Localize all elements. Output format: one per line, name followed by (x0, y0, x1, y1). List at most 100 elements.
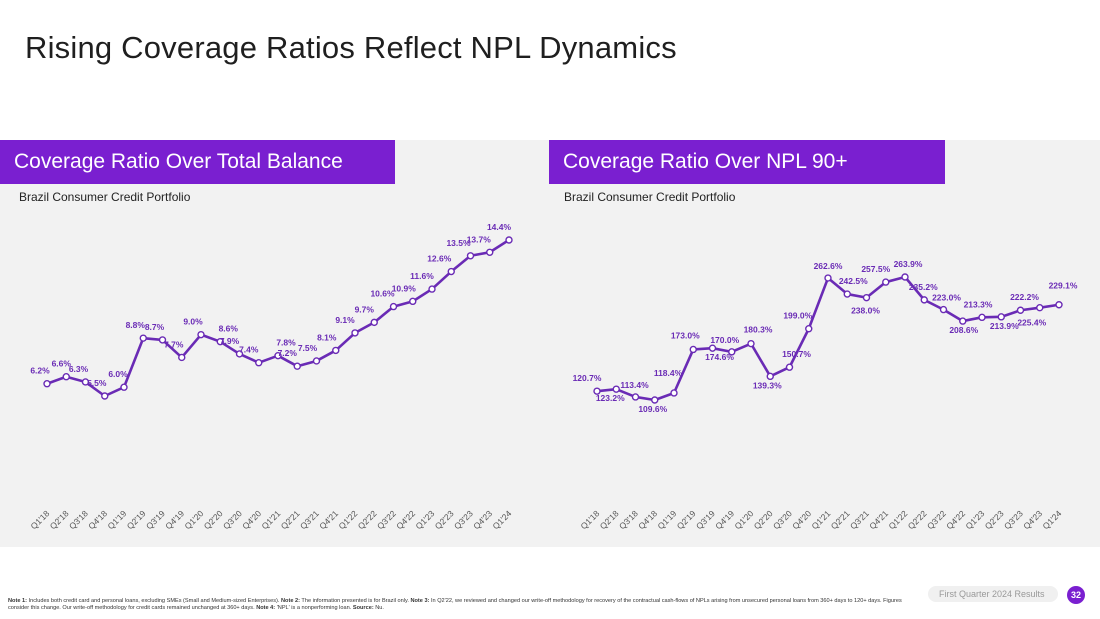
data-point (651, 396, 659, 404)
data-label: 11.6% (410, 271, 434, 281)
data-label: 235.2% (909, 282, 938, 292)
x-tick-label: Q2'18 (598, 508, 621, 531)
data-label: 8.1% (317, 332, 337, 342)
data-point (274, 351, 282, 360)
data-label: 109.6% (638, 404, 667, 414)
data-label: 174.6% (705, 352, 734, 362)
x-tick-label: Q2'19 (125, 508, 148, 531)
x-tick-label: Q3'22 (375, 508, 398, 531)
x-tick-label: Q3'18 (617, 508, 640, 531)
data-point (1036, 303, 1044, 312)
data-label: 9.7% (355, 304, 375, 314)
data-point (747, 339, 755, 348)
data-point (351, 329, 359, 337)
data-label: 7.8% (276, 338, 296, 348)
x-tick-label: Q3'19 (694, 508, 717, 531)
x-tick-label: Q2'22 (906, 508, 929, 531)
data-point (120, 383, 128, 391)
x-tick-label: Q1'23 (963, 508, 986, 531)
data-point (139, 334, 147, 342)
note4-text: 'NPL' is a nonperforming loan. (275, 605, 353, 612)
note3-text: In Q2'22, we reviewed and changed our wr… (8, 598, 902, 612)
data-point (805, 325, 813, 333)
x-tick-label: Q1'20 (732, 508, 755, 531)
x-tick-label: Q4'20 (240, 508, 263, 531)
data-point (389, 302, 398, 311)
note1-text: Includes both credit card and personal l… (26, 598, 281, 604)
data-point (62, 373, 70, 381)
data-point (766, 372, 774, 381)
source-text: Nu. (373, 605, 384, 612)
x-tick-label: Q2'20 (752, 508, 775, 531)
data-label: 7.4% (239, 345, 259, 355)
right-line-chart: 120.7% 123.2% 113.4% 109.6% 118.4% 173.0% 174.… (573, 259, 1078, 531)
x-tick-label: Q1'21 (259, 508, 282, 531)
data-point (178, 353, 186, 362)
data-point (235, 350, 244, 358)
data-label: 118.4% (654, 368, 683, 378)
data-point (486, 248, 494, 256)
data-point (1016, 306, 1025, 314)
data-label: 223.0% (932, 293, 961, 303)
data-label: 7.9% (220, 336, 240, 346)
x-tick-label: Q4'19 (713, 508, 736, 531)
data-label: 170.0% (710, 335, 739, 345)
data-label: 7.2% (278, 348, 298, 358)
x-tick-label: Q2'22 (356, 508, 379, 531)
left-chart-title: Coverage Ratio Over Total Balance (0, 140, 395, 184)
data-point (824, 274, 832, 282)
data-point (81, 378, 90, 386)
data-label: 225.4% (1017, 318, 1046, 328)
data-label: 6.3% (69, 364, 89, 374)
data-point (312, 357, 321, 365)
data-point (293, 362, 301, 370)
data-point (939, 305, 948, 314)
right-chart-title: Coverage Ratio Over NPL 90+ (549, 140, 945, 184)
data-label: 222.2% (1010, 292, 1039, 302)
x-tick-label: Q4'21 (317, 508, 340, 531)
data-label: 9.0% (183, 317, 203, 327)
series-line (596, 275, 1060, 402)
data-point (332, 346, 340, 355)
data-point (728, 348, 736, 356)
left-chart-subtitle: Brazil Consumer Credit Portfolio (19, 190, 191, 204)
note3-label: Note 3: (410, 598, 430, 604)
left-line-chart: 6.2%6.6%6.3% 5.5%6.0% 8.8% 8.7% 7.7% 9.0% 8.6%… (28, 222, 513, 531)
data-label: 238.0% (851, 306, 880, 316)
x-tick-label: Q3'21 (298, 508, 321, 531)
x-tick-label: Q1'18 (578, 508, 601, 531)
data-label: 12.6% (427, 254, 452, 264)
x-tick-label: Q4'22 (944, 508, 967, 531)
data-point (216, 337, 224, 346)
data-point (197, 330, 205, 339)
x-tick-label: Q3'23 (452, 508, 475, 531)
data-label: 213.3% (964, 299, 993, 309)
data-label: 123.2% (596, 393, 625, 403)
data-label: 113.4% (620, 380, 649, 390)
note4-label: Note 4: (256, 605, 276, 612)
data-label: 180.3% (744, 325, 773, 335)
footer-report-label: First Quarter 2024 Results (928, 586, 1058, 602)
x-tick-label: Q4'19 (163, 508, 186, 531)
page-number: 32 (1067, 586, 1085, 604)
x-tick-label: Q1'21 (809, 508, 832, 531)
x-tick-label: Q4'23 (471, 508, 494, 531)
x-tick-label: Q4'18 (636, 508, 659, 531)
x-tick-label: Q2'20 (202, 508, 225, 531)
x-tick-label: Q4'18 (86, 508, 109, 531)
data-label: 199.0% (783, 311, 812, 321)
data-label: 5.5% (87, 378, 107, 388)
x-tick-label: Q1'20 (182, 508, 205, 531)
data-label: 10.9% (392, 283, 417, 293)
data-label: 8.6% (219, 324, 239, 334)
data-label: 6.2% (30, 366, 50, 376)
x-tick-label: Q4'21 (867, 508, 890, 531)
x-tick-label: Q3'20 (771, 508, 794, 531)
data-label: 9.1% (335, 315, 355, 325)
x-tick-label: Q2'23 (433, 508, 456, 531)
x-tick-label: Q4'20 (790, 508, 813, 531)
data-point (447, 267, 455, 276)
x-tick-label: Q2'18 (48, 508, 71, 531)
data-label: 173.0% (671, 330, 700, 340)
data-point (631, 393, 640, 401)
